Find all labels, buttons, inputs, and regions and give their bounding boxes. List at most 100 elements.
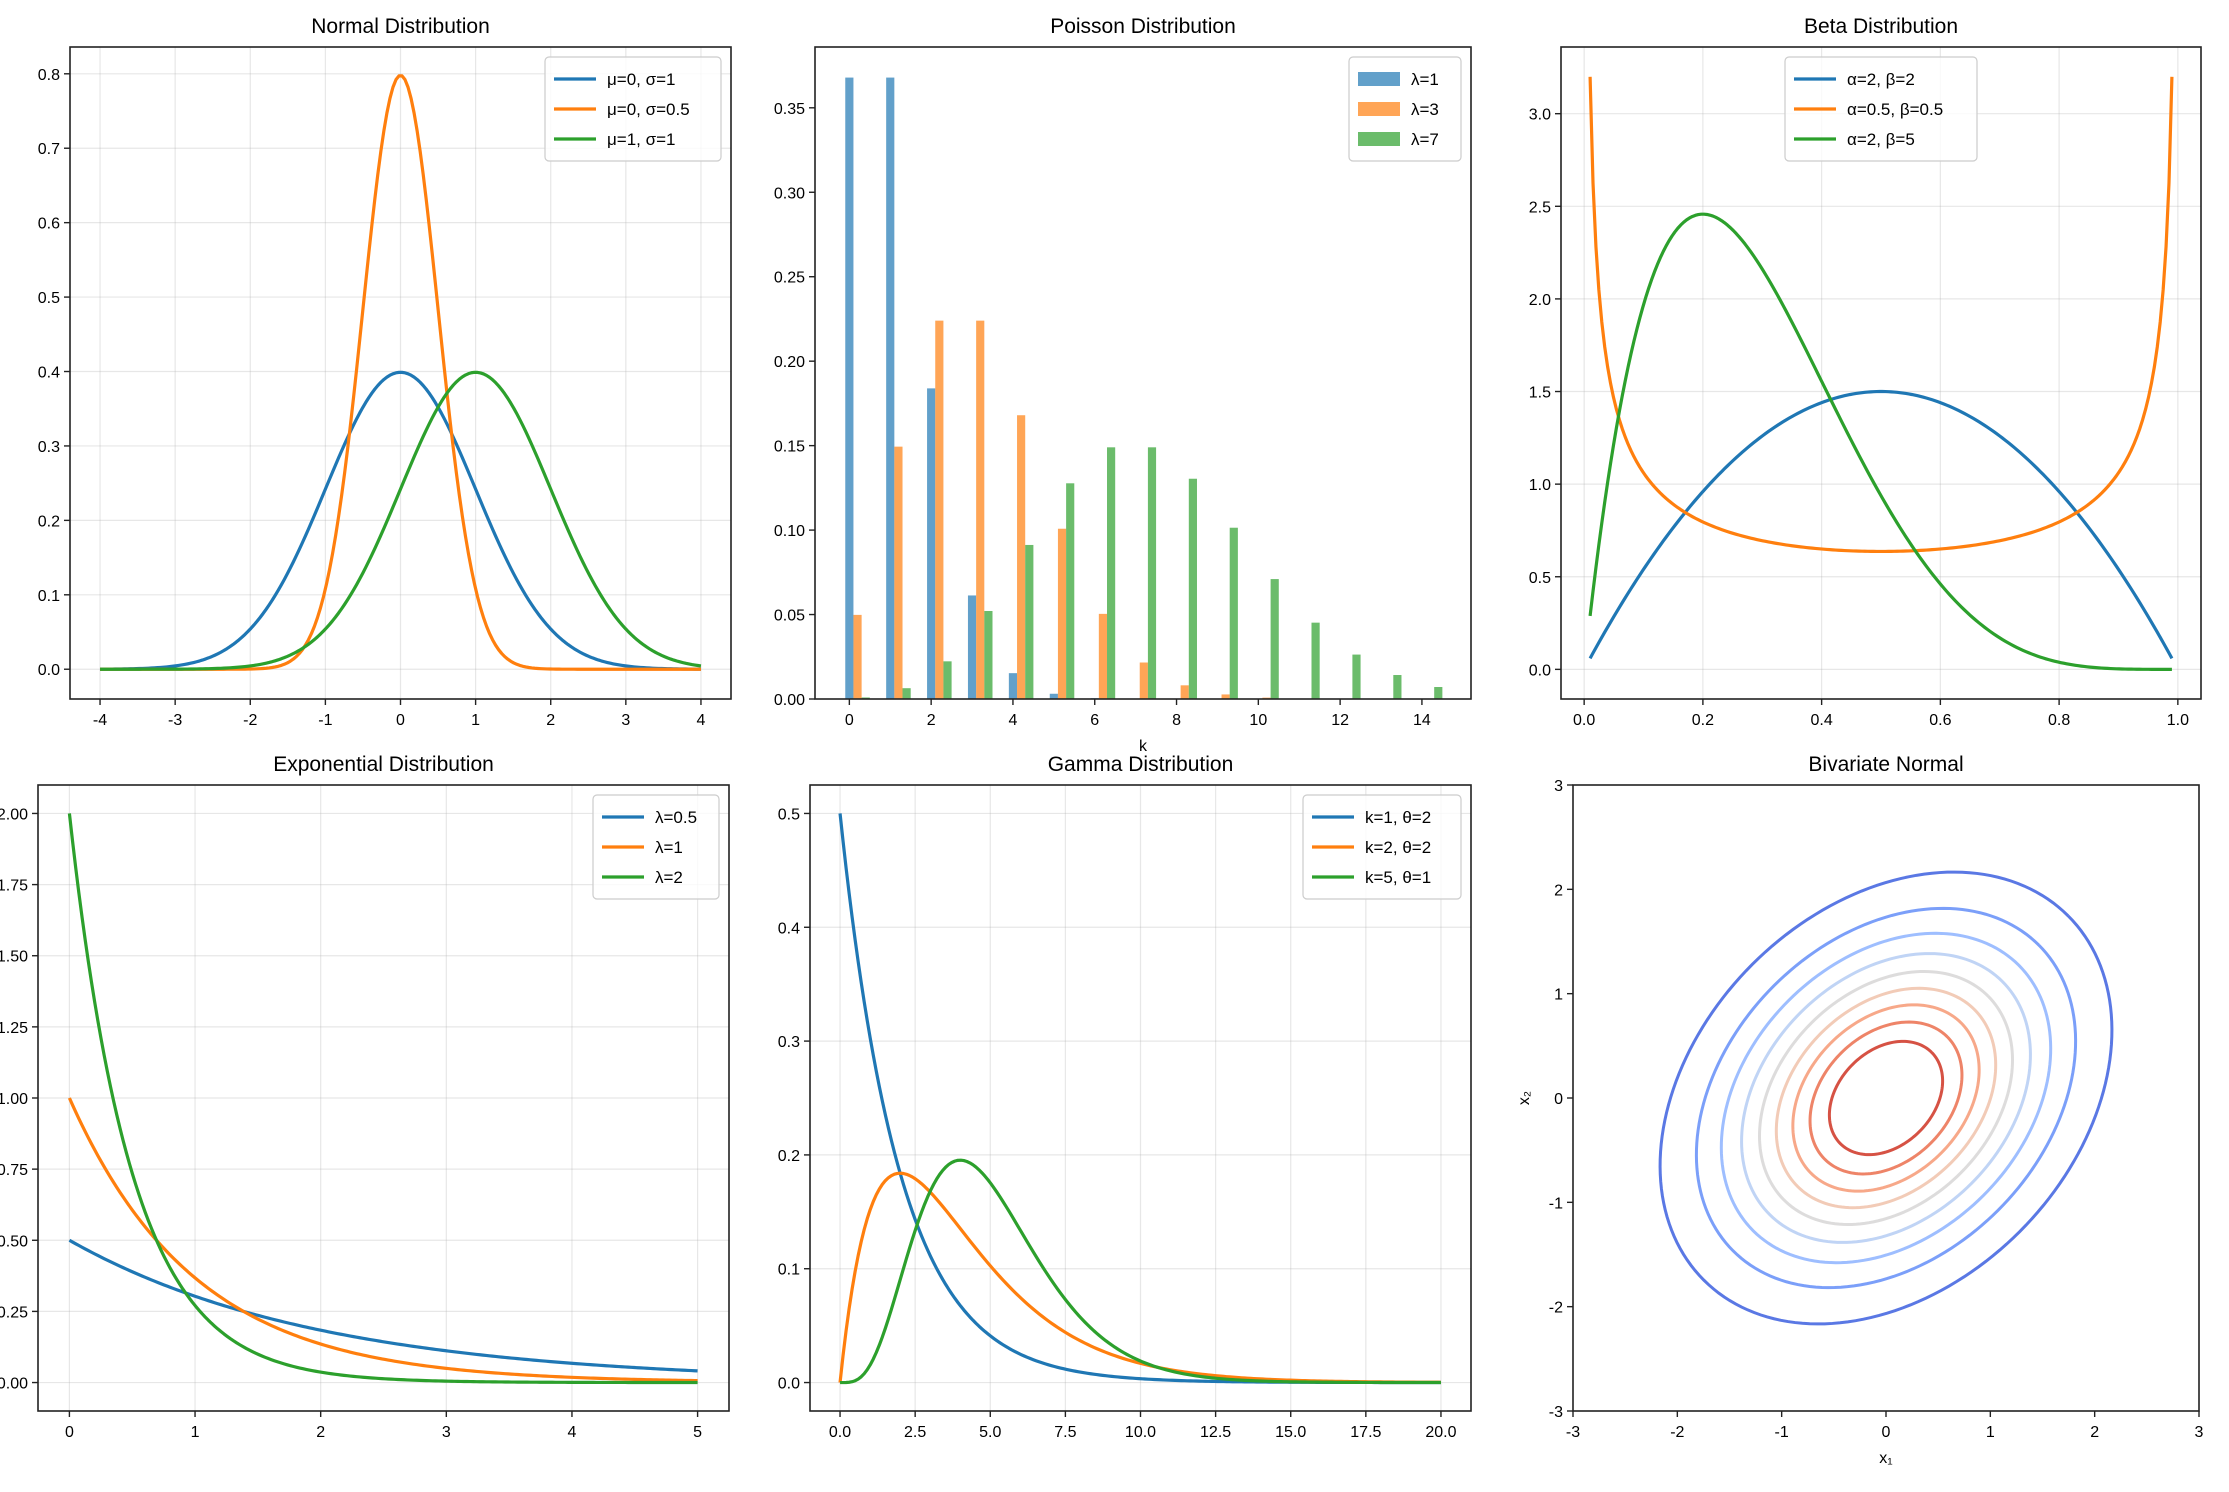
- y-tick-label: 0.3: [38, 439, 60, 456]
- x-tick-label: 12: [1331, 712, 1349, 729]
- x-tick-label: 4: [697, 712, 706, 729]
- y-tick-label: 0.5: [1529, 570, 1551, 587]
- y-tick-label: 0.0: [778, 1376, 800, 1393]
- bar: [1148, 447, 1156, 699]
- chart-title: Beta Distribution: [1804, 15, 1958, 38]
- y-tick-label: 0.1: [778, 1262, 800, 1279]
- chart-title: Exponential Distribution: [273, 753, 494, 776]
- x-tick-label: 0: [65, 1424, 74, 1441]
- x-tick-label: 0: [845, 712, 854, 729]
- y-tick-label: 0.8: [38, 67, 60, 84]
- contour-line: [1776, 988, 1995, 1207]
- y-tick-label: 3: [1554, 778, 1563, 795]
- y-tick-label: 0.4: [38, 365, 60, 382]
- y-tick-label: 2.00: [0, 806, 28, 823]
- x-tick-label: 1: [1986, 1424, 1995, 1441]
- x-tick-label: 12.5: [1200, 1424, 1231, 1441]
- bar: [1058, 529, 1066, 699]
- y-tick-label: 0.25: [0, 1304, 28, 1321]
- series-line: [1590, 392, 2172, 659]
- bar: [1230, 528, 1238, 699]
- legend-swatch: [1358, 72, 1400, 86]
- legend-swatch: [1358, 132, 1400, 146]
- y-tick-label: 0.00: [0, 1376, 28, 1393]
- y-tick-label: 0.30: [774, 185, 805, 202]
- y-tick-label: 1.25: [0, 1020, 28, 1037]
- x-tick-label: 7.5: [1054, 1424, 1076, 1441]
- x-tick-label: 10.0: [1125, 1424, 1156, 1441]
- y-tick-label: 0.25: [774, 270, 805, 287]
- y-tick-label: 1.75: [0, 878, 28, 895]
- x-tick-label: -1: [318, 712, 332, 729]
- x-tick-label: 1: [471, 712, 480, 729]
- x-tick-label: 17.5: [1350, 1424, 1381, 1441]
- x-tick-label: 1.0: [2167, 712, 2189, 729]
- y-tick-label: 0.4: [778, 920, 800, 937]
- legend-label: μ=1, σ=1: [607, 130, 676, 149]
- x-tick-label: 0.6: [1929, 712, 1951, 729]
- y-tick-label: 0.0: [1529, 662, 1551, 679]
- legend: λ=0.5λ=1λ=2: [593, 795, 719, 899]
- bar: [968, 595, 976, 699]
- y-tick-label: 3.0: [1529, 107, 1551, 124]
- x-tick-label: 15.0: [1275, 1424, 1306, 1441]
- y-tick-label: 0.2: [38, 513, 60, 530]
- bar: [853, 615, 861, 699]
- y-tick-label: -3: [1549, 1404, 1563, 1421]
- chart-title: Gamma Distribution: [1048, 753, 1234, 776]
- y-tick-label: 0.05: [774, 608, 805, 625]
- y-tick-label: 1.0: [1529, 477, 1551, 494]
- x-tick-label: 5.0: [979, 1424, 1001, 1441]
- y-tick-label: 1: [1554, 987, 1563, 1004]
- bar: [1189, 479, 1197, 699]
- bar: [1066, 483, 1074, 699]
- legend: λ=1λ=3λ=7: [1349, 57, 1461, 161]
- x-tick-label: 8: [1172, 712, 1181, 729]
- bar: [894, 447, 902, 699]
- y-tick-label: 0.75: [0, 1162, 28, 1179]
- bar: [927, 388, 935, 699]
- plot-area: [1590, 77, 2172, 670]
- chart-title: Bivariate Normal: [1808, 753, 1963, 776]
- y-tick-label: 0.00: [774, 692, 805, 709]
- legend: k=1, θ=2k=2, θ=2k=5, θ=1: [1303, 795, 1461, 899]
- x-tick-label: -4: [93, 712, 107, 729]
- y-tick-label: 0.10: [774, 523, 805, 540]
- y-tick-label: 0.15: [774, 439, 805, 456]
- axes-frame: [1573, 785, 2199, 1411]
- x-tick-label: 4: [568, 1424, 577, 1441]
- legend-label: λ=3: [1411, 100, 1439, 119]
- x-tick-label: 10: [1249, 712, 1267, 729]
- x-tick-label: 1: [191, 1424, 200, 1441]
- legend-label: λ=0.5: [655, 808, 697, 827]
- x-tick-label: -3: [168, 712, 182, 729]
- legend-label: λ=7: [1411, 130, 1439, 149]
- x-tick-label: -3: [1566, 1424, 1580, 1441]
- bar: [1434, 687, 1442, 699]
- x-tick-label: 2: [546, 712, 555, 729]
- bar: [1181, 685, 1189, 699]
- legend: μ=0, σ=1μ=0, σ=0.5μ=1, σ=1: [545, 57, 721, 161]
- chart-title: Normal Distribution: [311, 15, 490, 38]
- x-tick-label: 2: [927, 712, 936, 729]
- bar: [1393, 675, 1401, 699]
- legend: α=2, β=2α=0.5, β=0.5α=2, β=5: [1785, 57, 1977, 161]
- x-tick-label: 3: [621, 712, 630, 729]
- bar: [903, 688, 911, 699]
- y-tick-label: 0.3: [778, 1034, 800, 1051]
- legend-label: k=2, θ=2: [1365, 838, 1431, 857]
- y-tick-label: -1: [1549, 1195, 1563, 1212]
- x-tick-label: -2: [243, 712, 257, 729]
- legend-label: μ=0, σ=0.5: [607, 100, 690, 119]
- y-tick-label: 0.2: [778, 1148, 800, 1165]
- y-tick-label: 0.50: [0, 1233, 28, 1250]
- bar: [1017, 415, 1025, 699]
- legend-label: k=1, θ=2: [1365, 808, 1431, 827]
- y-tick-label: 1.00: [0, 1091, 28, 1108]
